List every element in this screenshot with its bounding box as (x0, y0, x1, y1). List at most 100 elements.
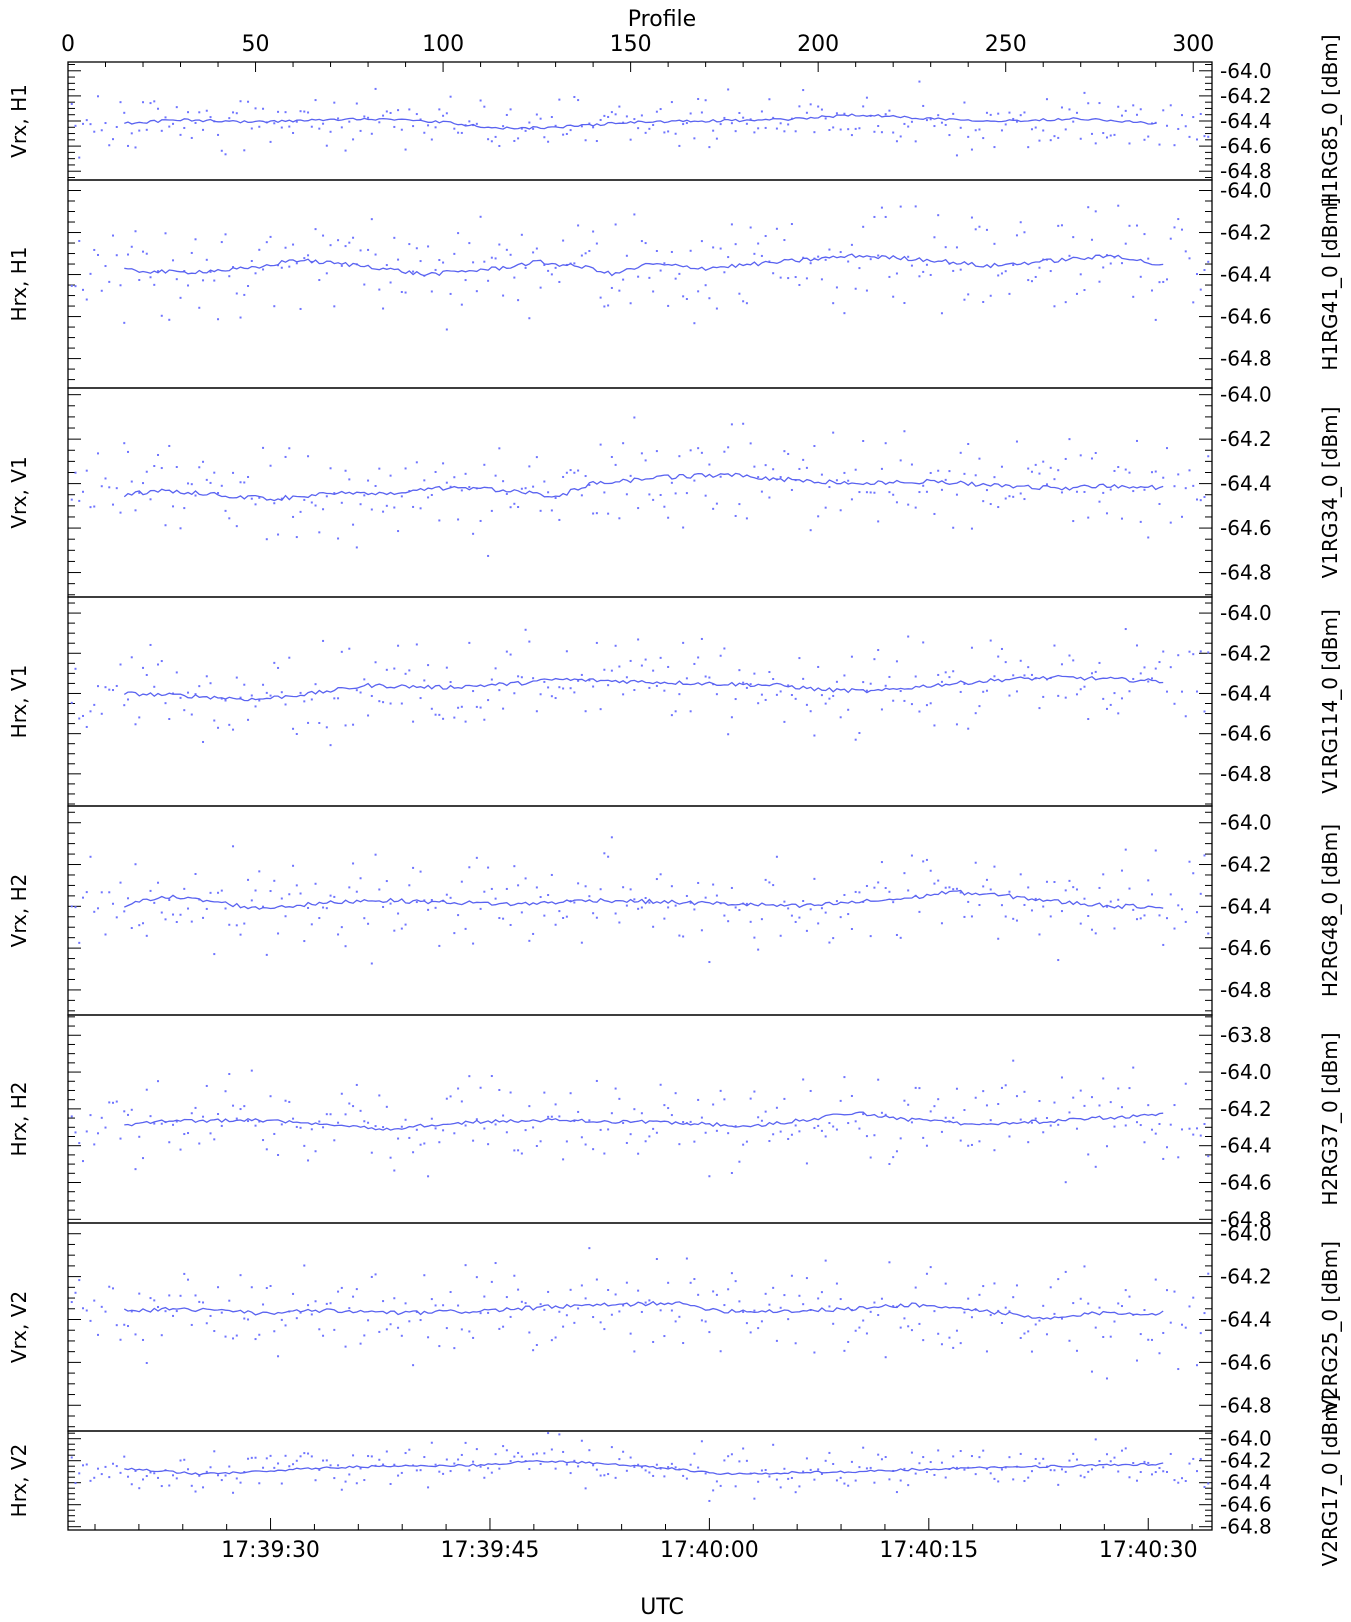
data-point (610, 669, 613, 672)
data-point (880, 1111, 883, 1114)
data-point (554, 124, 557, 127)
data-point (633, 898, 636, 901)
data-point (629, 1456, 632, 1459)
data-point (1075, 1127, 1078, 1130)
data-point (693, 137, 696, 140)
data-point (97, 452, 100, 455)
data-point (235, 924, 238, 927)
data-point (1173, 927, 1176, 930)
data-point (749, 920, 752, 923)
data-point (1083, 1265, 1086, 1268)
data-point (363, 1334, 366, 1337)
data-point (892, 295, 895, 298)
data-point (310, 125, 313, 128)
y-tick-label: -64.2 (1220, 641, 1272, 665)
data-point (299, 892, 302, 895)
data-point (667, 665, 670, 668)
data-point (734, 243, 737, 246)
data-point (295, 1459, 298, 1462)
data-point (929, 118, 932, 121)
data-point (1094, 670, 1097, 673)
data-point (468, 1330, 471, 1333)
data-point (884, 887, 887, 890)
data-point (689, 710, 692, 713)
data-point (790, 488, 793, 491)
data-point (415, 461, 418, 464)
data-point (352, 1454, 355, 1457)
data-point (674, 904, 677, 907)
data-point (1004, 270, 1007, 273)
data-point (929, 702, 932, 705)
data-point (1000, 904, 1003, 907)
data-point (730, 1272, 733, 1275)
data-point (273, 879, 276, 882)
data-point (1203, 269, 1206, 272)
data-point (198, 685, 201, 688)
data-point (794, 130, 797, 133)
data-point (652, 498, 655, 501)
data-point (1057, 1278, 1060, 1281)
data-point (359, 1342, 362, 1345)
data-point (228, 1465, 231, 1468)
data-point (483, 260, 486, 263)
data-point (892, 699, 895, 702)
data-point (1184, 1326, 1187, 1329)
data-point (303, 257, 306, 260)
data-point (565, 1140, 568, 1143)
data-point (127, 253, 130, 256)
data-point (663, 917, 666, 920)
data-point (513, 502, 516, 505)
data-point (1072, 120, 1075, 123)
data-point (187, 1468, 190, 1471)
data-point (78, 1142, 81, 1145)
data-point (123, 111, 126, 114)
data-point (123, 321, 126, 324)
data-point (453, 1347, 456, 1350)
data-point (325, 726, 328, 729)
panel-left-label: Hrx, V1 (7, 665, 31, 739)
data-point (884, 684, 887, 687)
data-point (235, 525, 238, 528)
data-point (997, 1480, 1000, 1483)
data-point (1008, 1310, 1011, 1313)
data-point (314, 683, 317, 686)
panel-5: Vrx, H2 H2RG48_0 [dBm]-64.0-64.2-64.4-64.… (7, 805, 1342, 1016)
data-point (835, 286, 838, 289)
data-point (1132, 1461, 1135, 1464)
y-tick-label: -64.6 (1220, 134, 1272, 158)
data-point (652, 669, 655, 672)
data-point (1087, 1153, 1090, 1156)
data-point (599, 118, 602, 121)
data-point (539, 1462, 542, 1465)
data-point (265, 538, 268, 541)
data-point (805, 1162, 808, 1165)
data-point (528, 465, 531, 468)
data-point (1000, 129, 1003, 132)
data-point (419, 507, 422, 510)
data-point (794, 1491, 797, 1494)
data-point (1019, 114, 1022, 117)
data-point (993, 1282, 996, 1285)
data-point (1030, 280, 1033, 283)
data-point (914, 1286, 917, 1289)
running-mean-line (124, 889, 1164, 910)
data-point (1090, 457, 1093, 460)
panel-right-label: V1RG114_0 [dBm] (1318, 609, 1342, 794)
data-point (970, 148, 973, 151)
data-point (280, 126, 283, 129)
data-point (472, 942, 475, 945)
data-point (1192, 484, 1195, 487)
data-point (168, 899, 171, 902)
data-point (108, 486, 111, 489)
data-point (235, 676, 238, 679)
data-point (310, 501, 313, 504)
data-point (997, 937, 1000, 940)
data-point (967, 1297, 970, 1300)
data-point (775, 693, 778, 696)
data-point (97, 95, 100, 98)
data-point (989, 503, 992, 506)
data-point (1023, 1090, 1026, 1093)
data-point (835, 1282, 838, 1285)
data-point (655, 249, 658, 252)
data-point (187, 111, 190, 114)
